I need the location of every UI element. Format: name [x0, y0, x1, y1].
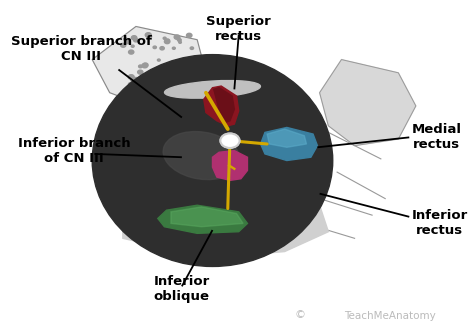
Circle shape: [158, 85, 164, 89]
Circle shape: [165, 39, 170, 42]
Circle shape: [121, 155, 126, 159]
Circle shape: [151, 78, 155, 82]
Polygon shape: [92, 26, 206, 106]
Text: Inferior branch
of CN III: Inferior branch of CN III: [18, 137, 130, 165]
Circle shape: [139, 128, 142, 131]
Circle shape: [145, 33, 151, 37]
Circle shape: [186, 33, 192, 37]
Circle shape: [180, 84, 182, 86]
Text: Inferior
oblique: Inferior oblique: [154, 275, 210, 303]
Circle shape: [149, 149, 154, 153]
Ellipse shape: [163, 131, 240, 180]
Circle shape: [164, 39, 170, 44]
Circle shape: [152, 151, 155, 153]
Circle shape: [150, 127, 154, 130]
Circle shape: [142, 64, 148, 68]
Circle shape: [121, 43, 126, 47]
Circle shape: [167, 77, 172, 80]
Polygon shape: [158, 205, 247, 233]
Circle shape: [145, 89, 151, 94]
Circle shape: [128, 75, 134, 79]
Circle shape: [129, 118, 133, 121]
Circle shape: [179, 41, 182, 43]
Polygon shape: [171, 207, 243, 227]
Circle shape: [128, 83, 133, 86]
Circle shape: [146, 34, 152, 38]
Circle shape: [152, 90, 156, 93]
Circle shape: [220, 133, 239, 148]
Circle shape: [121, 129, 126, 133]
Text: ©: ©: [294, 310, 305, 320]
Circle shape: [142, 91, 146, 95]
Ellipse shape: [164, 80, 260, 98]
Circle shape: [134, 38, 138, 42]
Circle shape: [174, 35, 180, 39]
Polygon shape: [261, 127, 318, 161]
Polygon shape: [101, 113, 166, 166]
Circle shape: [164, 87, 167, 89]
Circle shape: [156, 95, 160, 97]
Circle shape: [147, 147, 151, 150]
Circle shape: [141, 145, 146, 148]
Text: Medial
rectus: Medial rectus: [411, 123, 462, 151]
Polygon shape: [214, 88, 234, 123]
Circle shape: [163, 88, 166, 90]
Polygon shape: [204, 86, 239, 126]
Text: Superior
rectus: Superior rectus: [206, 15, 271, 43]
Circle shape: [138, 161, 142, 163]
Circle shape: [105, 135, 109, 138]
Circle shape: [105, 139, 108, 141]
Circle shape: [177, 39, 181, 41]
Circle shape: [131, 78, 135, 81]
Polygon shape: [267, 129, 307, 147]
Circle shape: [128, 50, 134, 54]
Circle shape: [125, 40, 129, 44]
Circle shape: [157, 71, 160, 73]
Circle shape: [153, 46, 156, 49]
Ellipse shape: [92, 55, 333, 266]
Text: Inferior
rectus: Inferior rectus: [411, 210, 468, 237]
Circle shape: [140, 95, 145, 99]
Circle shape: [133, 77, 138, 81]
Circle shape: [146, 137, 150, 140]
Circle shape: [173, 47, 175, 49]
Circle shape: [131, 36, 137, 40]
Circle shape: [107, 153, 112, 157]
Circle shape: [151, 134, 155, 136]
Text: Superior branch of
CN III: Superior branch of CN III: [11, 35, 152, 63]
Circle shape: [136, 161, 138, 163]
Circle shape: [142, 76, 147, 80]
Polygon shape: [123, 205, 328, 258]
Circle shape: [163, 37, 166, 39]
Circle shape: [147, 79, 153, 83]
Circle shape: [137, 153, 141, 156]
Circle shape: [137, 70, 143, 74]
Polygon shape: [212, 151, 247, 180]
Circle shape: [131, 45, 134, 47]
Circle shape: [143, 63, 148, 67]
Circle shape: [160, 47, 164, 50]
Circle shape: [158, 70, 161, 72]
Polygon shape: [319, 60, 416, 146]
Circle shape: [190, 47, 193, 49]
Circle shape: [116, 156, 120, 160]
Circle shape: [157, 59, 160, 61]
Circle shape: [124, 121, 127, 123]
Circle shape: [169, 96, 175, 100]
Circle shape: [137, 138, 140, 140]
Circle shape: [123, 38, 127, 40]
Circle shape: [137, 93, 141, 96]
Circle shape: [165, 76, 168, 78]
Text: TeachMeAnatomy: TeachMeAnatomy: [344, 311, 436, 321]
Circle shape: [128, 95, 133, 99]
Circle shape: [135, 95, 138, 98]
Circle shape: [146, 79, 150, 82]
Circle shape: [138, 65, 142, 68]
